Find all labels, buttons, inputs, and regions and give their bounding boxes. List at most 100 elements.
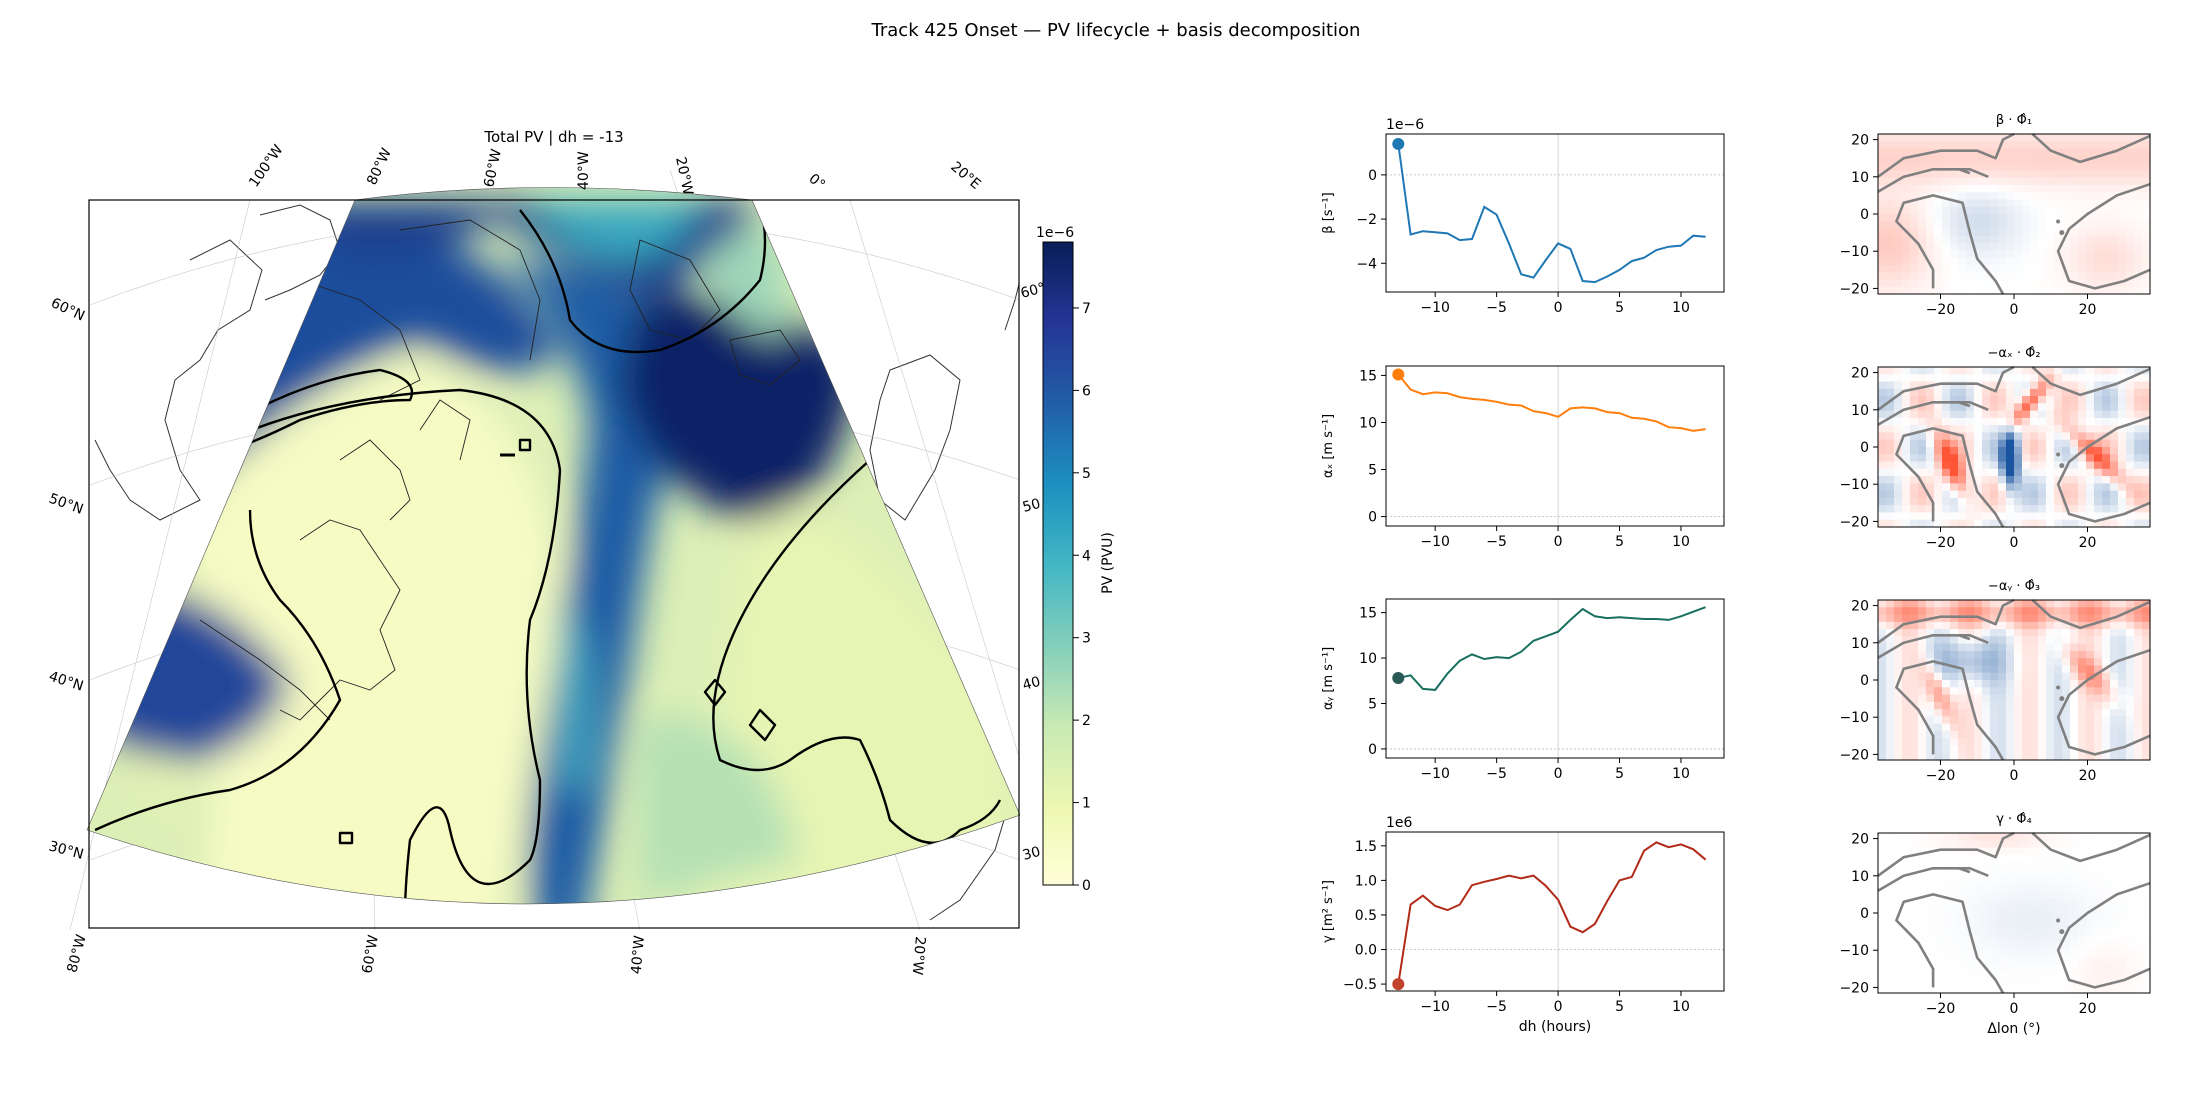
heatmap-cell	[2054, 891, 2063, 900]
heatmap-cell	[2134, 243, 2143, 251]
heatmap-cell	[1894, 600, 1903, 608]
heatmap-cell	[2054, 170, 2063, 179]
heatmap-cell	[1998, 672, 2007, 681]
heatmap-cell	[2086, 243, 2095, 251]
heatmap-cell	[1918, 672, 1927, 681]
heatmap-cell	[2006, 883, 2015, 892]
heatmap-cell	[2094, 497, 2103, 506]
heatmap-cell	[2142, 694, 2151, 703]
heatmap-cell	[2110, 177, 2119, 186]
heatmap-cell	[1966, 971, 1975, 980]
heatmap-cell	[2078, 978, 2087, 987]
heatmap-cell	[1926, 672, 1935, 681]
heatmap-cell	[2134, 454, 2143, 463]
heatmap-cell	[1950, 396, 1959, 404]
heatmap-cell	[1926, 228, 1935, 237]
heatmap-cell	[1886, 614, 1895, 623]
heatmap-cell	[2118, 184, 2127, 193]
heatmap-cell	[1910, 963, 1919, 972]
heatmap-cell	[1942, 279, 1951, 288]
heatmap-cell	[1966, 497, 1975, 506]
heatmap-cell	[1894, 883, 1903, 892]
heatmap-cell	[1886, 447, 1895, 455]
heatmap-cell	[2014, 658, 2023, 667]
heatmap-cell	[2006, 257, 2015, 266]
heatmap-cell	[2014, 141, 2023, 150]
heatmap-cell	[2046, 650, 2055, 659]
heatmap-cell	[2062, 235, 2071, 244]
x-tick-label: 10	[1672, 999, 1690, 1015]
heatmap-cell	[1958, 512, 1967, 521]
heatmap-cell	[2062, 614, 2071, 623]
heatmap-cell	[1958, 680, 1967, 688]
heatmap-cell	[2078, 658, 2087, 667]
y-tick-label: 10	[1851, 869, 1869, 885]
heatmap-cell	[2014, 243, 2023, 251]
heatmap-cell	[1958, 272, 1967, 281]
heatmap-cell	[2054, 840, 2063, 849]
heatmap-cell	[1958, 854, 1967, 863]
heatmap-cell	[2038, 214, 2047, 222]
heatmap-cell	[2086, 221, 2095, 230]
heatmap-cell	[2046, 963, 2055, 972]
heatmap-cell	[1894, 425, 1903, 434]
heatmap-cell	[1942, 913, 1951, 921]
heatmap-cell	[1966, 483, 1975, 492]
heatmap-cell	[2046, 461, 2055, 470]
heatmap-cell	[2070, 847, 2079, 856]
heatmap-cell	[1878, 730, 1887, 739]
heatmap-cell	[2094, 381, 2103, 390]
heatmap-cell	[1966, 978, 1975, 987]
heatmap-cell	[1942, 891, 1951, 900]
heatmap-cell	[1918, 978, 1927, 987]
heatmap-cell	[2038, 658, 2047, 667]
heatmap-cell	[1990, 716, 1999, 725]
heatmap-cell	[2038, 286, 2047, 295]
heatmap-cell	[1902, 607, 1911, 616]
heatmap-cell	[2126, 461, 2135, 470]
heatmap-cell	[2006, 425, 2015, 434]
heatmap-cell	[2102, 701, 2111, 710]
heatmap-cell	[2070, 643, 2079, 652]
heatmap-cell	[1950, 381, 1959, 390]
heatmap-cell	[1894, 949, 1903, 958]
heatmap-cell	[2126, 410, 2135, 419]
heatmap-cell	[1934, 745, 1943, 754]
heatmap-cell	[1958, 963, 1967, 972]
heatmap-cell	[1894, 942, 1903, 950]
heatmap-cell	[1878, 439, 1887, 448]
heatmap-cell	[1894, 199, 1903, 208]
heatmap-cell	[1998, 738, 2007, 747]
heatmap-cell	[2030, 403, 2039, 412]
heatmap-cell	[1910, 752, 1919, 761]
heatmap-cell	[1902, 920, 1911, 929]
heatmap-cell	[2070, 629, 2079, 637]
heatmap-cell	[1926, 214, 1935, 222]
heatmap-cell	[1918, 643, 1927, 652]
heatmap-cell	[1902, 206, 1911, 215]
heatmap-cell	[2006, 367, 2015, 375]
heatmap-cell	[1894, 155, 1903, 164]
heatmap-cell	[1934, 905, 1943, 914]
heatmap-cell	[1934, 403, 1943, 412]
heatmap-cell	[2110, 876, 2119, 885]
heatmap-cell	[2022, 454, 2031, 463]
heatmap-cell	[2110, 134, 2119, 142]
heatmap-cell	[2118, 862, 2127, 870]
heatmap-cell	[1902, 177, 1911, 186]
heatmap-cell	[1934, 738, 1943, 747]
heatmap-cell	[2062, 650, 2071, 659]
heatmap-cell	[1966, 723, 1975, 732]
heatmap-cell	[2006, 490, 2015, 499]
heatmap-cell	[1950, 439, 1959, 448]
heatmap-cell	[2134, 913, 2143, 921]
heatmap-cell	[1878, 148, 1887, 157]
heatmap-cell	[2030, 257, 2039, 266]
heatmap-cell	[2134, 432, 2143, 441]
heatmap-cell	[1926, 221, 1935, 230]
heatmap-cell	[2142, 752, 2151, 761]
heatmap-cell	[1966, 490, 1975, 499]
heatmap-cell	[1934, 730, 1943, 739]
heatmap-cell	[1958, 840, 1967, 849]
heatmap-cell	[2062, 425, 2071, 434]
